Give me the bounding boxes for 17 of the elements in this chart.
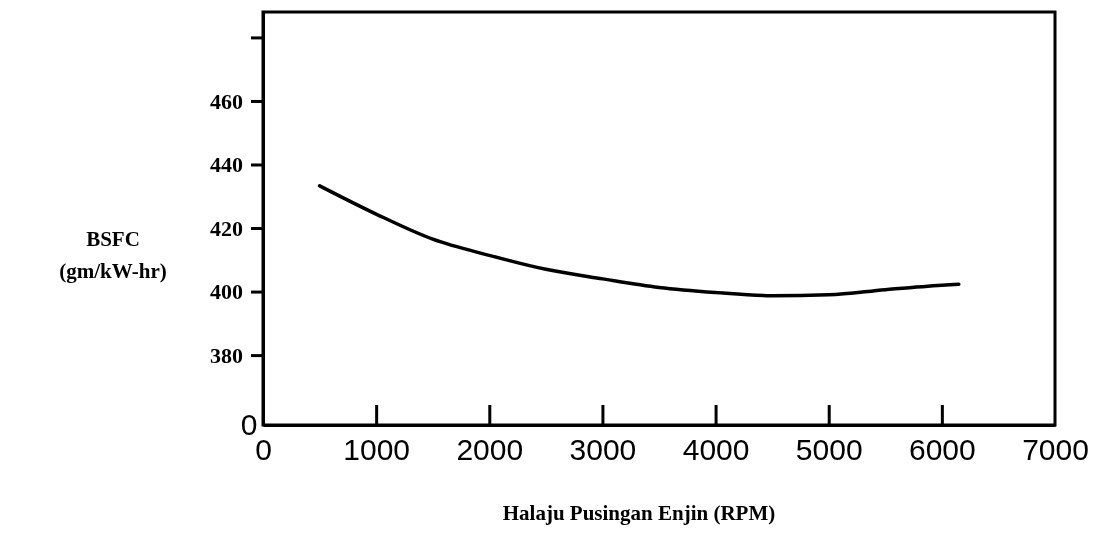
x-tick-label: 5000 bbox=[795, 433, 863, 467]
y-tick-label: 380 bbox=[210, 342, 243, 368]
x-tick-label: 7000 bbox=[1022, 433, 1089, 467]
x-tick-label: 3000 bbox=[569, 433, 637, 467]
text: 0 bbox=[240, 408, 258, 441]
y-tick-label: 420 bbox=[210, 215, 243, 241]
y-tick-label: 460 bbox=[210, 88, 243, 114]
y-tick-label: 400 bbox=[210, 279, 243, 305]
y-axis-title: BSFC (gm/kW-hr) bbox=[59, 227, 167, 283]
x-tick-label: 0 bbox=[255, 433, 272, 467]
y-tick-label: 440 bbox=[210, 152, 243, 178]
x-tick-label: 2000 bbox=[456, 433, 524, 467]
x-tick-label: 1000 bbox=[343, 433, 411, 467]
x-tick-label: 4000 bbox=[682, 433, 750, 467]
x-axis-title: Halaju Pusingan Enjin (RPM) bbox=[502, 501, 776, 525]
line-series bbox=[317, 184, 961, 298]
x-tick-label: 6000 bbox=[908, 433, 976, 467]
